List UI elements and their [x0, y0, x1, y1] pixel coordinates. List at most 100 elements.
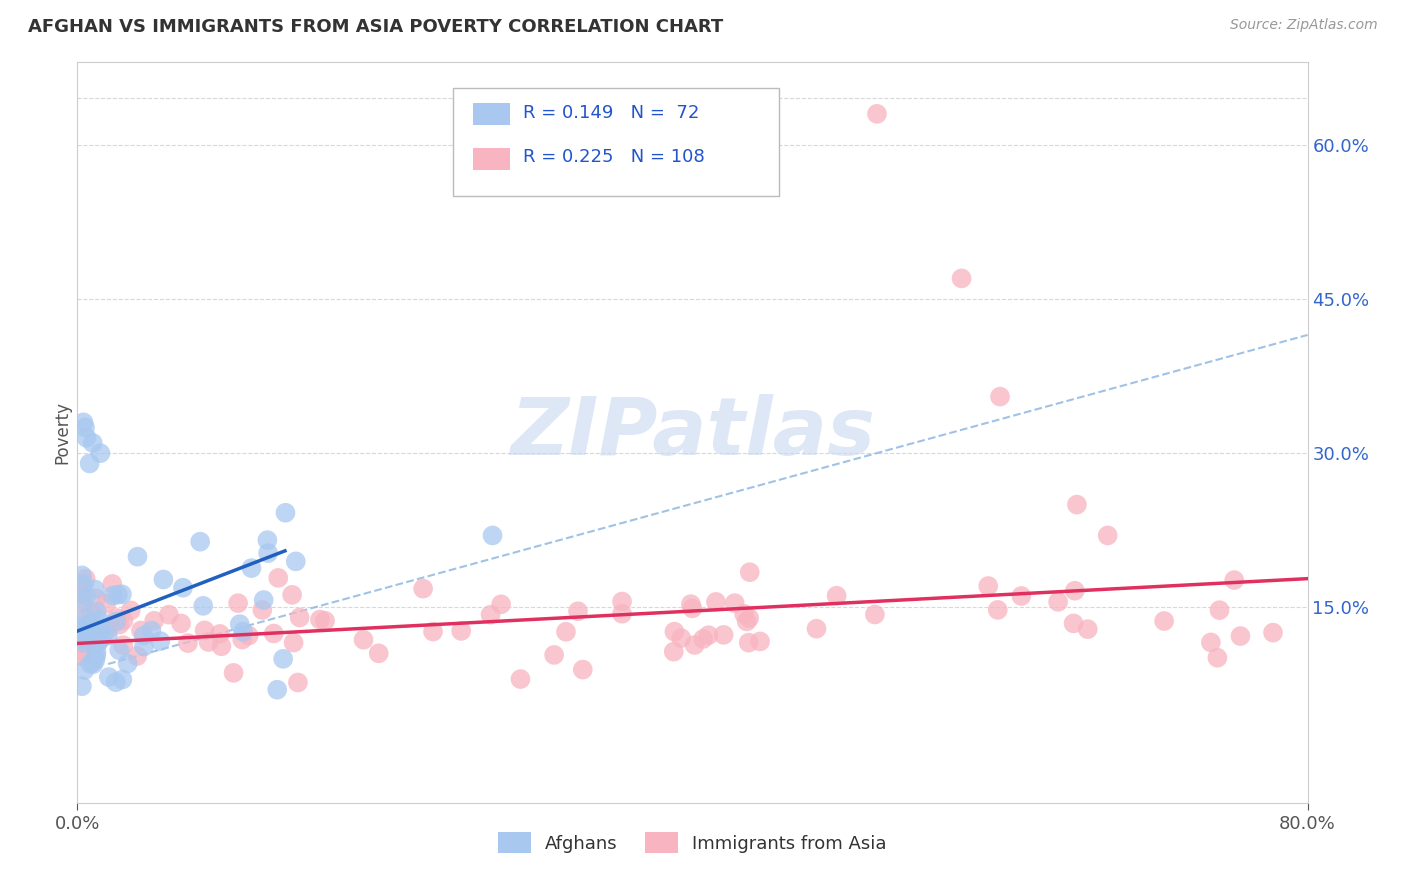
Point — [70, 578, 93, 592]
Point — [89, 446, 111, 460]
Point — [271, 652, 294, 666]
Bar — [474, 147, 510, 169]
Point — [70, 592, 93, 607]
Point — [83, 620, 105, 634]
Point — [79, 625, 101, 640]
Point — [75, 589, 97, 603]
Point — [1010, 589, 1032, 603]
Point — [733, 607, 755, 621]
Point — [117, 657, 139, 671]
Point — [170, 616, 193, 631]
Point — [229, 617, 252, 632]
Point — [104, 675, 127, 690]
Point — [749, 634, 772, 648]
Point — [281, 588, 304, 602]
Point — [86, 645, 108, 659]
Point — [226, 596, 249, 610]
Point — [80, 605, 103, 619]
Text: R = 0.225   N = 108: R = 0.225 N = 108 — [523, 148, 704, 166]
Point — [152, 573, 174, 587]
Point — [132, 629, 155, 643]
Point — [87, 634, 110, 648]
Point — [1047, 595, 1070, 609]
Point — [75, 611, 97, 625]
Point — [283, 635, 305, 649]
Y-axis label: Poverty: Poverty — [53, 401, 72, 464]
Point — [70, 623, 93, 637]
Point — [80, 606, 103, 620]
Point — [252, 603, 274, 617]
Point — [422, 624, 444, 639]
Point — [194, 624, 217, 638]
Text: AFGHAN VS IMMIGRANTS FROM ASIA POVERTY CORRELATION CHART: AFGHAN VS IMMIGRANTS FROM ASIA POVERTY C… — [28, 18, 723, 36]
Point — [70, 611, 93, 625]
Point — [679, 597, 702, 611]
Point — [1063, 616, 1085, 631]
Point — [222, 665, 245, 680]
Point — [238, 629, 260, 643]
Point — [97, 670, 120, 684]
Point — [84, 648, 107, 663]
Point — [77, 622, 100, 636]
FancyBboxPatch shape — [453, 88, 779, 195]
Point — [101, 589, 124, 603]
Point — [208, 627, 231, 641]
Point — [105, 611, 128, 625]
Point — [681, 601, 703, 615]
Point — [288, 610, 311, 624]
Point — [825, 589, 848, 603]
Point — [610, 607, 633, 621]
Point — [1229, 629, 1251, 643]
Point — [735, 615, 758, 629]
Point — [172, 581, 194, 595]
Point — [977, 579, 1000, 593]
Point — [738, 565, 761, 579]
Text: ZIPatlas: ZIPatlas — [510, 393, 875, 472]
Point — [107, 588, 129, 602]
Point — [274, 506, 297, 520]
Point — [1199, 635, 1222, 649]
Point — [555, 624, 578, 639]
Point — [950, 271, 973, 285]
Point — [90, 624, 112, 638]
Point — [267, 571, 290, 585]
Point — [1063, 583, 1085, 598]
Point — [120, 603, 142, 617]
Point — [89, 613, 111, 627]
Point — [75, 629, 97, 643]
Point — [157, 607, 180, 622]
Point — [211, 640, 233, 654]
Point — [149, 634, 172, 648]
Point — [73, 420, 96, 434]
Point — [866, 107, 889, 121]
Point — [412, 582, 434, 596]
Point — [79, 457, 101, 471]
Point — [1206, 650, 1229, 665]
Point — [79, 633, 101, 648]
Point — [863, 607, 886, 622]
Point — [77, 632, 100, 646]
Point — [692, 632, 714, 646]
Point — [188, 534, 211, 549]
Point — [70, 568, 93, 582]
Point — [177, 636, 200, 650]
Point — [240, 561, 263, 575]
Text: R = 0.149   N =  72: R = 0.149 N = 72 — [523, 103, 699, 122]
Point — [489, 597, 512, 611]
Point — [253, 593, 276, 607]
Point — [193, 599, 215, 613]
Point — [806, 622, 828, 636]
Point — [662, 645, 685, 659]
Point — [73, 647, 96, 661]
Point — [76, 431, 98, 445]
Point — [127, 649, 149, 664]
Point — [1077, 622, 1099, 636]
Point — [231, 632, 253, 647]
Point — [97, 629, 120, 643]
Point — [79, 616, 101, 631]
Point — [132, 640, 155, 654]
Point — [1208, 603, 1230, 617]
Point — [73, 636, 96, 650]
Point — [610, 594, 633, 608]
Point — [70, 679, 93, 693]
